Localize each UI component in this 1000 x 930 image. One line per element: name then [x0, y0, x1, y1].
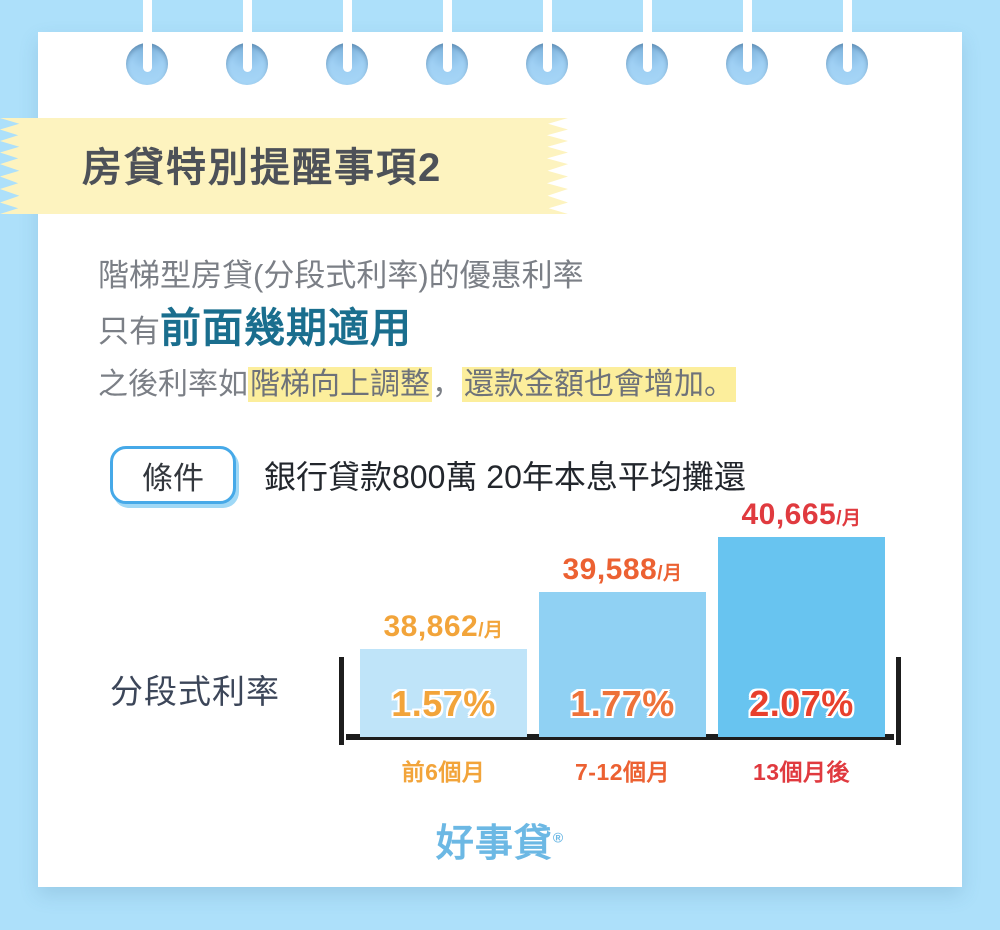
bar-rate-label: 1.77% — [570, 683, 675, 724]
spiral-ring-icon — [726, 0, 768, 92]
ring-strip-lower — [343, 40, 352, 72]
ring-strip-lower — [243, 40, 252, 72]
bar-column: 39,588/月 1.77% — [539, 553, 706, 737]
body-line-3: 之後利率如階梯向上調整，還款金額也會增加。 — [98, 365, 736, 405]
body-line-3-highlight-2: 還款金額也會增加。 — [462, 367, 736, 403]
spiral-ring-icon — [326, 0, 368, 92]
ring-strip-lower — [143, 40, 152, 72]
page-title: 房貸特別提醒事項2 — [82, 146, 443, 190]
bar-group: 38,862/月 1.57% 39,588/月 1.77% 40,665/月 2.07% — [360, 498, 885, 737]
body-line-2-prefix: 只有 — [98, 313, 160, 349]
ring-strip — [743, 0, 752, 64]
body-line-3-separator: ， — [432, 368, 462, 402]
bar-value-number: 40,665 — [741, 498, 837, 531]
bar-rect: 1.57% — [360, 649, 527, 737]
bar-value-number: 38,862 — [383, 610, 479, 643]
x-axis-label: 前6個月 — [401, 759, 486, 785]
body-line-2-emphasis: 前面幾期適用 — [160, 304, 412, 351]
axis-tick-left — [339, 657, 344, 745]
body-line-3-prefix: 之後利率如 — [98, 368, 248, 402]
spiral-ring-icon — [126, 0, 168, 92]
ring-strip — [243, 0, 252, 64]
ring-strip-lower — [743, 40, 752, 72]
body-copy: 階梯型房貸(分段式利率)的優惠利率 只有前面幾期適用 之後利率如階梯向上調整，還… — [98, 256, 736, 405]
spiral-ring-icon — [426, 0, 468, 92]
axis-baseline — [346, 734, 894, 740]
bar-rate-label: 2.07% — [749, 683, 854, 724]
bar-value-number: 39,588 — [562, 553, 658, 586]
registered-mark: ® — [552, 829, 565, 846]
x-axis-labels: 前6個月 7-12個月 13個月後 — [360, 753, 885, 787]
bar-rect: 2.07% — [718, 537, 885, 737]
x-axis-label: 7-12個月 — [574, 759, 671, 785]
ring-strip — [643, 0, 652, 64]
body-line-3-highlight-1: 階梯向上調整 — [248, 367, 432, 403]
bar-value-unit: /月 — [657, 563, 683, 584]
brand-logo-text: 好事貸 — [435, 823, 553, 865]
bar-value-label: 39,588/月 — [562, 553, 682, 587]
bar-rate-label: 1.57% — [391, 683, 496, 724]
bar-rect: 1.77% — [539, 592, 706, 737]
ring-strip-lower — [543, 40, 552, 72]
brand-logo: 好事貸® — [0, 812, 1000, 867]
ring-strip — [343, 0, 352, 64]
bar-column: 40,665/月 2.07% — [718, 498, 885, 737]
bar-chart: 分段式利率 38,862/月 1.57% 39,588/月 1.77% 40,665/月… — [98, 498, 918, 805]
condition-text: 銀行貸款800萬 20年本息平均攤還 — [264, 459, 746, 495]
title-tape-banner — [0, 118, 568, 214]
bar-value-label: 38,862/月 — [383, 610, 503, 644]
ring-strip-lower — [443, 40, 452, 72]
ring-strip — [843, 0, 852, 64]
ring-strip-lower — [643, 40, 652, 72]
body-line-2: 只有前面幾期適用 — [98, 301, 736, 355]
spiral-ring-icon — [526, 0, 568, 92]
ring-strip — [443, 0, 452, 64]
spiral-ring-icon — [226, 0, 268, 92]
spiral-binding — [0, 0, 1000, 100]
bar-value-unit: /月 — [478, 620, 504, 641]
bar-column: 38,862/月 1.57% — [360, 610, 527, 737]
ring-strip — [543, 0, 552, 64]
bar-value-label: 40,665/月 — [741, 498, 861, 532]
ring-strip-lower — [843, 40, 852, 72]
condition-badge: 條件 — [110, 446, 236, 504]
body-line-1: 階梯型房貸(分段式利率)的優惠利率 — [98, 258, 584, 293]
ring-strip — [143, 0, 152, 64]
bar-value-unit: /月 — [836, 508, 862, 529]
y-axis-label: 分段式利率 — [110, 673, 280, 710]
axis-tick-right — [896, 657, 901, 745]
condition-row: 條件 銀行貸款800萬 20年本息平均攤還 — [110, 446, 746, 504]
spiral-ring-icon — [826, 0, 868, 92]
spiral-ring-icon — [626, 0, 668, 92]
x-axis-label: 13個月後 — [752, 759, 851, 785]
